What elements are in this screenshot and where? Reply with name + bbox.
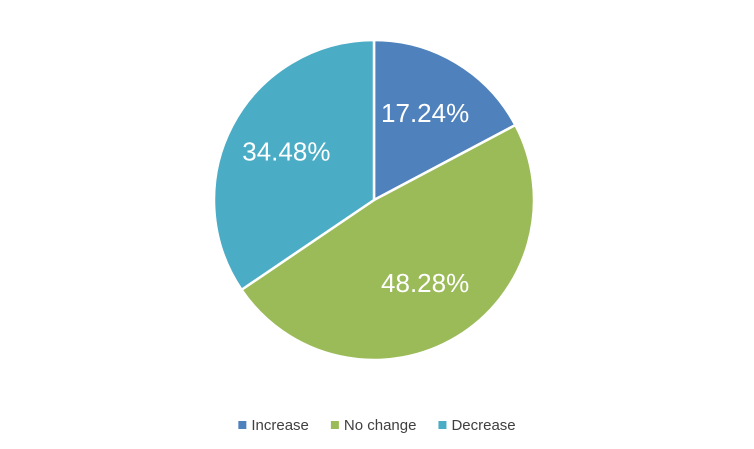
legend-label: No change [344,417,417,434]
data-label: 17.24% [381,98,469,128]
legend-label: Decrease [451,417,515,434]
legend-label: Increase [251,417,309,434]
legend-swatch [438,421,447,429]
data-label: 34.48% [242,136,330,166]
pie-slice [212,38,376,292]
data-label: 48.28% [381,268,469,298]
pie-slice [239,123,536,362]
pie-slice [372,38,518,203]
legend-swatch [330,421,339,429]
legend-swatch [238,421,247,429]
